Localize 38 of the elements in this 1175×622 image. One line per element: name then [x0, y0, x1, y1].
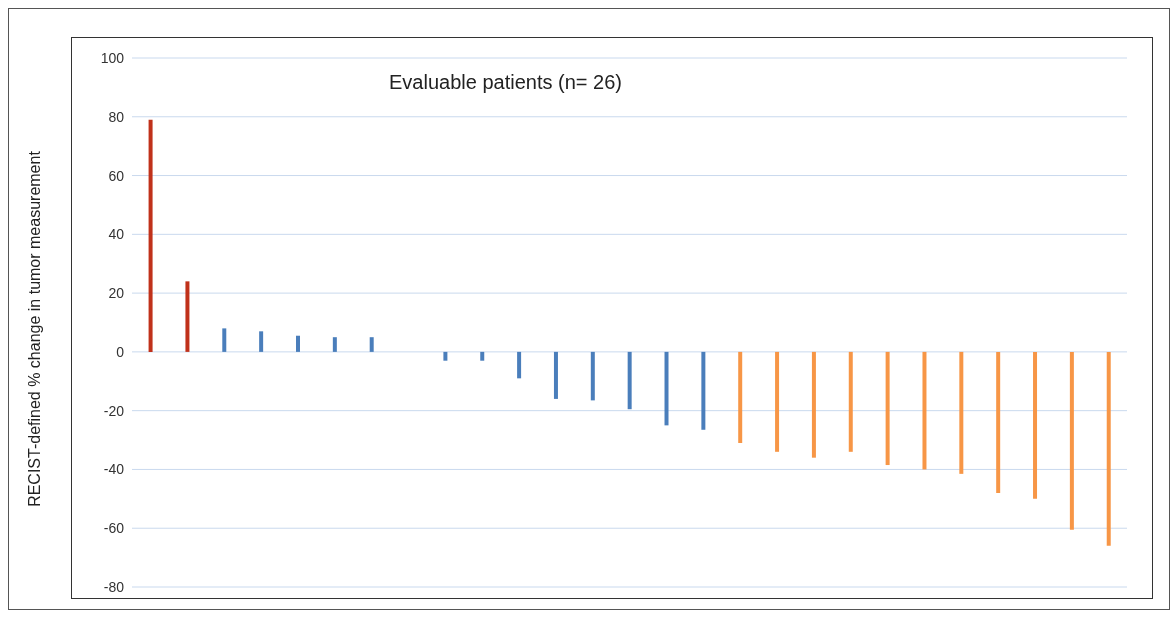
y-tick-label: -80 [103, 578, 125, 595]
bar [775, 351, 780, 452]
bar [148, 119, 153, 352]
y-tick-label: 100 [100, 49, 125, 66]
text: Evaluable patients (n= 26) [389, 71, 622, 94]
bar [959, 351, 964, 474]
bar [664, 351, 669, 426]
bar [996, 351, 1001, 493]
y-tick-label: 60 [108, 167, 125, 184]
bar [185, 281, 190, 352]
bar [517, 351, 522, 379]
y-tick-label: 0 [116, 343, 125, 360]
bar [1106, 351, 1111, 546]
bar [848, 351, 853, 452]
y-axis-title: RECIST-defined % change in tumor measurement [26, 151, 44, 507]
y-tick-label: 40 [108, 226, 125, 243]
bar [811, 351, 816, 458]
bar [885, 351, 890, 466]
bar [332, 337, 337, 352]
bar [480, 351, 485, 361]
bar [369, 337, 374, 352]
bar [553, 351, 558, 399]
bar [1069, 351, 1074, 530]
bar [590, 351, 595, 401]
y-tick-label: -60 [103, 520, 125, 537]
bar [295, 335, 300, 352]
y-tick-label: 80 [108, 108, 125, 125]
y-tick-label: -20 [103, 402, 125, 419]
bar [259, 331, 264, 352]
y-tick-label: -40 [103, 461, 125, 478]
bar [701, 351, 706, 430]
bar [922, 351, 927, 470]
bar [443, 351, 448, 361]
bar [222, 328, 227, 352]
bar [627, 351, 632, 410]
bar [1033, 351, 1038, 499]
bar [738, 351, 743, 443]
y-tick-label: 20 [108, 285, 125, 302]
